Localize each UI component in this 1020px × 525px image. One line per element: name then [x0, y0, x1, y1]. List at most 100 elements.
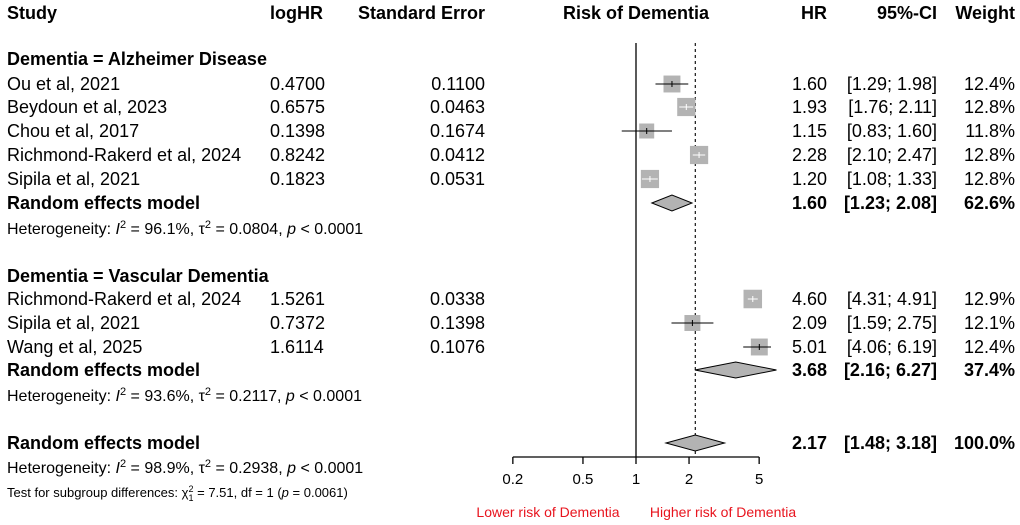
- het-p-value: < 0.0001: [296, 460, 363, 477]
- het-tau2-value: = 0.2117,: [211, 388, 286, 405]
- het-prefix: Heterogeneity:: [7, 388, 116, 405]
- study-loghr: 0.1398: [270, 121, 325, 141]
- study-se: 0.1100: [431, 74, 485, 94]
- het-p-symbol: p: [286, 460, 296, 477]
- het-tau-exp: 2: [205, 386, 211, 398]
- subgroup-model-ci: [2.16; 6.27]: [844, 360, 937, 380]
- study-hr: 4.60: [792, 289, 827, 309]
- study-ci: [1.29; 1.98]: [847, 74, 937, 94]
- het-i-exp: 2: [120, 386, 126, 398]
- overall-model-weight: 100.0%: [954, 433, 1015, 453]
- study-loghr: 1.6114: [270, 337, 324, 357]
- het-i: I: [116, 221, 121, 238]
- het-i-exp: 2: [120, 219, 126, 231]
- study-se: 0.0463: [430, 97, 485, 117]
- x-axis-tick-label: 5: [755, 471, 763, 488]
- study-hr: 2.28: [792, 145, 827, 165]
- subgroup-heterogeneity: Heterogeneity: I2 = 93.6%, τ2 = 0.2117, …: [7, 386, 362, 405]
- het-tau2-value: = 0.2938,: [211, 460, 287, 477]
- study-name: Wang et al, 2025: [7, 337, 142, 357]
- study-weight: 12.8%: [964, 145, 1015, 165]
- study-weight: 12.4%: [964, 74, 1015, 94]
- study-ci: [1.59; 2.75]: [847, 313, 937, 333]
- subtest-p-value: = 0.0061): [289, 485, 348, 500]
- het-p-symbol: p: [285, 388, 295, 405]
- subgroup-model-label: Random effects model: [7, 193, 200, 213]
- header-plot-title: Risk of Dementia: [563, 3, 710, 23]
- header-study: Study: [7, 3, 57, 23]
- study-se: 0.0338: [430, 289, 485, 309]
- study-loghr: 0.8242: [270, 145, 325, 165]
- subtest-prefix: Test for subgroup differences:: [7, 485, 182, 500]
- group-label: Dementia = Alzheimer Disease: [7, 49, 267, 69]
- het-i: I: [116, 460, 121, 477]
- subgroup-model-hr: 1.60: [792, 193, 827, 213]
- het-p-value: < 0.0001: [296, 221, 363, 238]
- x-axis-tick-label: 2: [685, 471, 693, 488]
- overall-diamond: [664, 434, 727, 452]
- subgroup-diamond: [650, 194, 694, 212]
- header-se: Standard Error: [358, 3, 485, 23]
- subgroup-diamond: [694, 361, 777, 379]
- study-name: Beydoun et al, 2023: [7, 97, 167, 117]
- study-ci: [1.08; 1.33]: [847, 169, 937, 189]
- study-hr: 1.93: [792, 97, 827, 117]
- header-weight: Weight: [955, 3, 1015, 23]
- subgroup-model-ci: [1.23; 2.08]: [844, 193, 937, 213]
- x-axis-tick-label: 1: [632, 471, 640, 488]
- study-weight: 12.8%: [964, 97, 1015, 117]
- study-se: 0.0412: [430, 145, 485, 165]
- het-i-exp: 2: [120, 458, 126, 470]
- subgroup-model-weight: 62.6%: [964, 193, 1015, 213]
- study-name: Ou et al, 2021: [7, 74, 120, 94]
- subgroup-test: Test for subgroup differences: χ2 1 = 7.5…: [7, 484, 348, 503]
- het-p-symbol: p: [286, 221, 296, 238]
- header-ci: 95%-CI: [877, 3, 937, 23]
- study-ci: [0.83; 1.60]: [847, 121, 937, 141]
- overall-heterogeneity: Heterogeneity: I2 = 98.9%, τ2 = 0.2938, …: [7, 458, 363, 477]
- study-ci: [1.76; 2.11]: [848, 97, 937, 117]
- study-ci: [4.06; 6.19]: [847, 337, 937, 357]
- header-hr: HR: [801, 3, 827, 23]
- x-axis-tick-label: 0.2: [502, 471, 523, 488]
- study-hr: 1.60: [792, 74, 827, 94]
- x-axis-tick-label: 0.5: [573, 471, 594, 488]
- het-tau2-value: = 0.0804,: [211, 221, 287, 238]
- study-name: Sipila et al, 2021: [7, 169, 140, 189]
- study-name: Richmond-Rakerd et al, 2024: [7, 289, 241, 309]
- study-weight: 12.9%: [964, 289, 1015, 309]
- study-se: 0.1398: [430, 313, 485, 333]
- study-loghr: 0.1823: [270, 169, 325, 189]
- study-loghr: 0.4700: [270, 74, 325, 94]
- subtest-chi: χ: [182, 485, 189, 500]
- overall-model-label: Random effects model: [7, 433, 200, 453]
- x-axis-left-label: Lower risk of Dementia: [476, 504, 619, 520]
- overall-model-ci: [1.48; 3.18]: [844, 433, 937, 453]
- study-hr: 1.20: [792, 169, 827, 189]
- het-prefix: Heterogeneity:: [7, 221, 116, 238]
- het-tau-exp: 2: [205, 458, 211, 470]
- study-name: Sipila et al, 2021: [7, 313, 140, 333]
- group-label: Dementia = Vascular Dementia: [7, 266, 270, 286]
- study-se: 0.1674: [430, 121, 485, 141]
- study-weight: 12.8%: [964, 169, 1015, 189]
- subtest-values: = 7.51, df = 1 (: [194, 485, 283, 500]
- study-weight: 12.1%: [964, 313, 1015, 333]
- het-i2-value: = 96.1%, τ: [126, 221, 205, 238]
- subgroup-model-label: Random effects model: [7, 360, 200, 380]
- study-se: 0.1076: [430, 337, 485, 357]
- overall-model-hr: 2.17: [792, 433, 827, 453]
- study-loghr: 0.7372: [270, 313, 325, 333]
- study-loghr: 1.5261: [270, 289, 325, 309]
- study-hr: 5.01: [792, 337, 827, 357]
- study-name: Richmond-Rakerd et al, 2024: [7, 145, 241, 165]
- het-prefix: Heterogeneity:: [7, 460, 116, 477]
- subgroup-model-weight: 37.4%: [964, 360, 1015, 380]
- subtest-chi-sub: 1: [188, 493, 193, 503]
- subgroup-model-hr: 3.68: [792, 360, 827, 380]
- study-hr: 2.09: [792, 313, 827, 333]
- study-loghr: 0.6575: [270, 97, 325, 117]
- study-ci: [2.10; 2.47]: [847, 145, 937, 165]
- het-i2-value: = 93.6%, τ: [126, 388, 205, 405]
